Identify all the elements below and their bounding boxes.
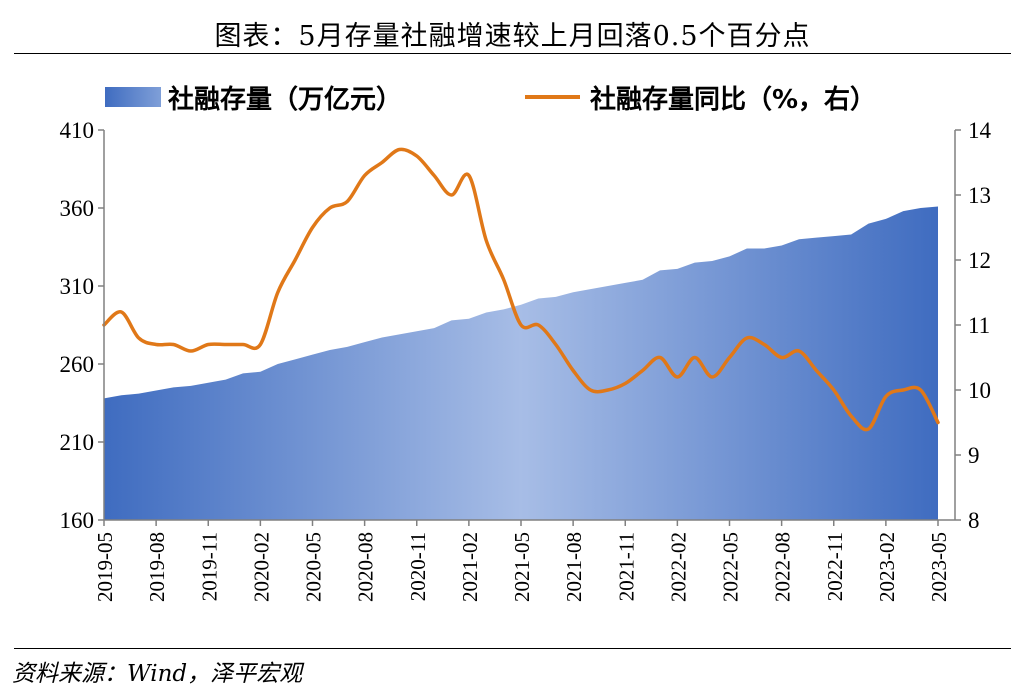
x-tick-label: 2020-11 — [406, 532, 430, 601]
source-divider — [14, 648, 1011, 649]
chart-title: 图表：5月存量社融增速较上月回落0.5个百分点 — [214, 21, 811, 52]
y-left-tick-label: 260 — [60, 352, 95, 377]
x-tick-label: 2021-05 — [510, 532, 534, 602]
x-tick-label: 2021-11 — [614, 532, 638, 601]
y-right-tick-label: 11 — [968, 313, 990, 338]
x-tick-label: 2019-05 — [93, 532, 117, 602]
legend-label-area: 社融存量（万亿元） — [168, 84, 402, 115]
x-tick-label: 2020-05 — [302, 532, 326, 602]
y-right-tick-label: 14 — [968, 118, 992, 143]
x-tick-label: 2022-05 — [719, 532, 743, 602]
area-series-layer — [104, 206, 938, 520]
legend: 社融存量（万亿元） 社融存量同比（%，右） — [105, 84, 876, 115]
y-left-tick-label: 160 — [60, 508, 95, 533]
source-note: 资料来源：Wind，泽平宏观 — [12, 661, 303, 687]
series-area-social-financing-stock — [104, 206, 938, 520]
title-divider — [14, 53, 1011, 54]
axes-layer: 160 210 260 310 360 410 8 9 10 11 12 13 14 2019-05 201… — [60, 118, 992, 602]
y-left-tick-label: 210 — [60, 430, 95, 455]
y-right-tick-label: 8 — [968, 508, 980, 533]
y-left-tick-label: 410 — [60, 118, 95, 143]
x-tick-label: 2020-02 — [249, 532, 273, 602]
x-tick-label: 2023-05 — [927, 532, 951, 602]
series-line-yoy-growth — [102, 147, 940, 432]
y-left-tick-label: 360 — [60, 196, 95, 221]
legend-swatch-area — [105, 87, 161, 107]
line-series-layer — [102, 147, 940, 432]
x-tick-label: 2021-02 — [458, 532, 482, 602]
x-tick-label: 2019-08 — [145, 532, 169, 602]
x-tick-label: 2020-08 — [354, 532, 378, 602]
y-right-tick-label: 12 — [968, 248, 991, 273]
x-tick-label: 2022-11 — [823, 532, 847, 601]
x-tick-label: 2023-02 — [875, 532, 899, 602]
x-tick-label: 2022-02 — [666, 532, 690, 602]
y-right-tick-label: 9 — [968, 443, 980, 468]
y-right-tick-label: 13 — [968, 183, 991, 208]
x-tick-label: 2022-08 — [771, 532, 795, 602]
x-tick-label: 2019-11 — [197, 532, 221, 601]
legend-label-line: 社融存量同比（%，右） — [590, 84, 876, 115]
y-left-tick-label: 310 — [60, 274, 95, 299]
y-right-tick-label: 10 — [968, 378, 991, 403]
x-tick-label: 2021-08 — [562, 532, 586, 602]
